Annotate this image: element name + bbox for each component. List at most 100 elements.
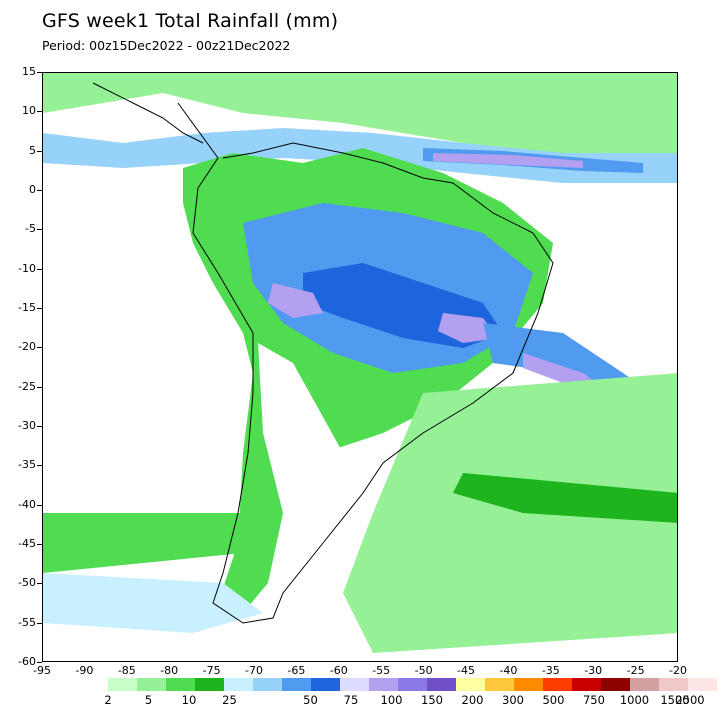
- legend-swatch: [166, 678, 195, 691]
- pacific-dry-zone: [43, 193, 243, 543]
- lon-tick-label: -20: [669, 664, 687, 677]
- lat-tick-mark: [37, 268, 42, 270]
- lat-tick-label: -25: [18, 379, 36, 393]
- rain-peak-itcz: [433, 153, 583, 168]
- legend-swatch: [195, 678, 224, 691]
- legend-label: 75: [343, 693, 359, 707]
- central-brazil-max: [438, 313, 498, 343]
- lon-tick-label: -80: [160, 664, 179, 677]
- legend-swatch: [282, 678, 311, 691]
- map-period: Period: 00z15Dec2022 - 00z21Dec2022: [42, 38, 291, 53]
- lon-tick-label: -85: [117, 664, 136, 677]
- legend-swatch: [311, 678, 340, 691]
- legend-label: 2500: [675, 693, 705, 707]
- coastline: [177, 102, 554, 624]
- amazon-rain-max: [268, 283, 323, 318]
- lat-tick-mark: [37, 111, 42, 113]
- lat-tick-mark: [37, 229, 42, 231]
- legend-label: 200: [461, 693, 484, 707]
- lat-tick-label: -60: [18, 655, 36, 668]
- lon-tick-label: -95: [33, 664, 51, 677]
- legend-swatch: [688, 678, 717, 691]
- legend-swatch: [630, 678, 659, 691]
- legend-swatch: [427, 678, 456, 691]
- lon-tick-label: -75: [202, 664, 221, 677]
- lat-tick-label: -15: [18, 301, 36, 314]
- lat-tick-label: -5: [25, 222, 36, 236]
- legend-swatch: [224, 678, 253, 691]
- lat-tick-mark: [37, 190, 42, 191]
- lat-tick-label: -10: [18, 261, 36, 275]
- southern-ocean-band: [43, 513, 243, 573]
- legend-label: 50: [303, 693, 318, 707]
- legend-label: 100: [380, 693, 403, 707]
- lat-tick-mark: [37, 544, 42, 545]
- legend-swatch: [137, 678, 166, 691]
- rain-band-caribbean: [43, 73, 677, 173]
- legend-swatch: [485, 678, 514, 691]
- legend-label: 150: [421, 693, 443, 707]
- patagonia-dry: [258, 343, 373, 593]
- atlantic-rain: [343, 373, 677, 653]
- lat-tick-label: 0: [29, 183, 36, 196]
- lat-tick-mark: [37, 150, 42, 152]
- lon-tick-label: -40: [499, 664, 518, 677]
- lat-tick-label: -45: [18, 537, 36, 550]
- legend-swatch: [572, 678, 601, 691]
- legend-label: 300: [502, 693, 524, 707]
- rainfall-map: [42, 72, 678, 662]
- lon-tick-label: -45: [457, 664, 475, 677]
- lat-tick-mark: [37, 504, 42, 506]
- lat-tick-label: -20: [18, 340, 36, 354]
- legend-label: 500: [542, 693, 565, 707]
- lon-tick-label: -55: [372, 664, 391, 677]
- lat-tick-label: -35: [18, 458, 36, 472]
- legend-swatch: [543, 678, 572, 691]
- lat-tick-label: -55: [18, 615, 36, 629]
- southern-ocean-blue: [43, 573, 263, 633]
- lat-tick-mark: [37, 622, 42, 624]
- lat-tick-label: 5: [29, 143, 36, 157]
- lat-tick-label: -50: [18, 576, 36, 590]
- lon-tick-label: -70: [245, 664, 263, 677]
- legend-label: 5: [144, 693, 153, 707]
- lat-tick-mark: [37, 386, 42, 388]
- lon-tick-label: -30: [584, 664, 603, 677]
- lat-tick-mark: [37, 662, 42, 663]
- legend-swatch: [456, 678, 485, 691]
- lat-tick-label: -40: [18, 497, 36, 511]
- legend-label: 1500: [660, 693, 690, 707]
- lon-tick-label: -60: [329, 664, 348, 677]
- legend-swatch: [340, 678, 369, 691]
- lat-tick-mark: [37, 308, 42, 309]
- lon-tick-label: -90: [75, 664, 94, 677]
- lat-tick-label: -30: [18, 419, 36, 432]
- lat-tick-mark: [37, 347, 42, 349]
- color-legend: [108, 678, 717, 691]
- legend-swatch: [398, 678, 427, 691]
- legend-label: 25: [222, 693, 237, 707]
- legend-label: 750: [582, 693, 605, 707]
- atlantic-rain-core: [453, 473, 677, 523]
- legend-swatch: [108, 678, 137, 691]
- legend-swatch: [514, 678, 543, 691]
- legend-swatch: [369, 678, 398, 691]
- legend-swatch: [601, 678, 630, 691]
- lon-tick-label: -65: [287, 664, 306, 677]
- legend-label: 10: [181, 693, 197, 707]
- lon-tick-label: -50: [414, 664, 433, 677]
- legend-label: 2: [104, 693, 112, 707]
- lat-tick-label: 10: [22, 104, 36, 118]
- rainfall-map-svg: [43, 73, 677, 661]
- legend-swatch: [253, 678, 282, 691]
- lat-tick-mark: [37, 583, 42, 585]
- legend-swatch: [659, 678, 688, 691]
- lat-tick-mark: [37, 465, 42, 467]
- legend-label: 1000: [619, 693, 650, 707]
- lat-tick-label: 15: [22, 65, 36, 78]
- lat-tick-mark: [37, 72, 42, 73]
- lat-tick-mark: [37, 426, 42, 427]
- lon-tick-label: -25: [626, 664, 645, 677]
- map-title: GFS week1 Total Rainfall (mm): [42, 10, 339, 32]
- central-america-coast: [92, 82, 204, 144]
